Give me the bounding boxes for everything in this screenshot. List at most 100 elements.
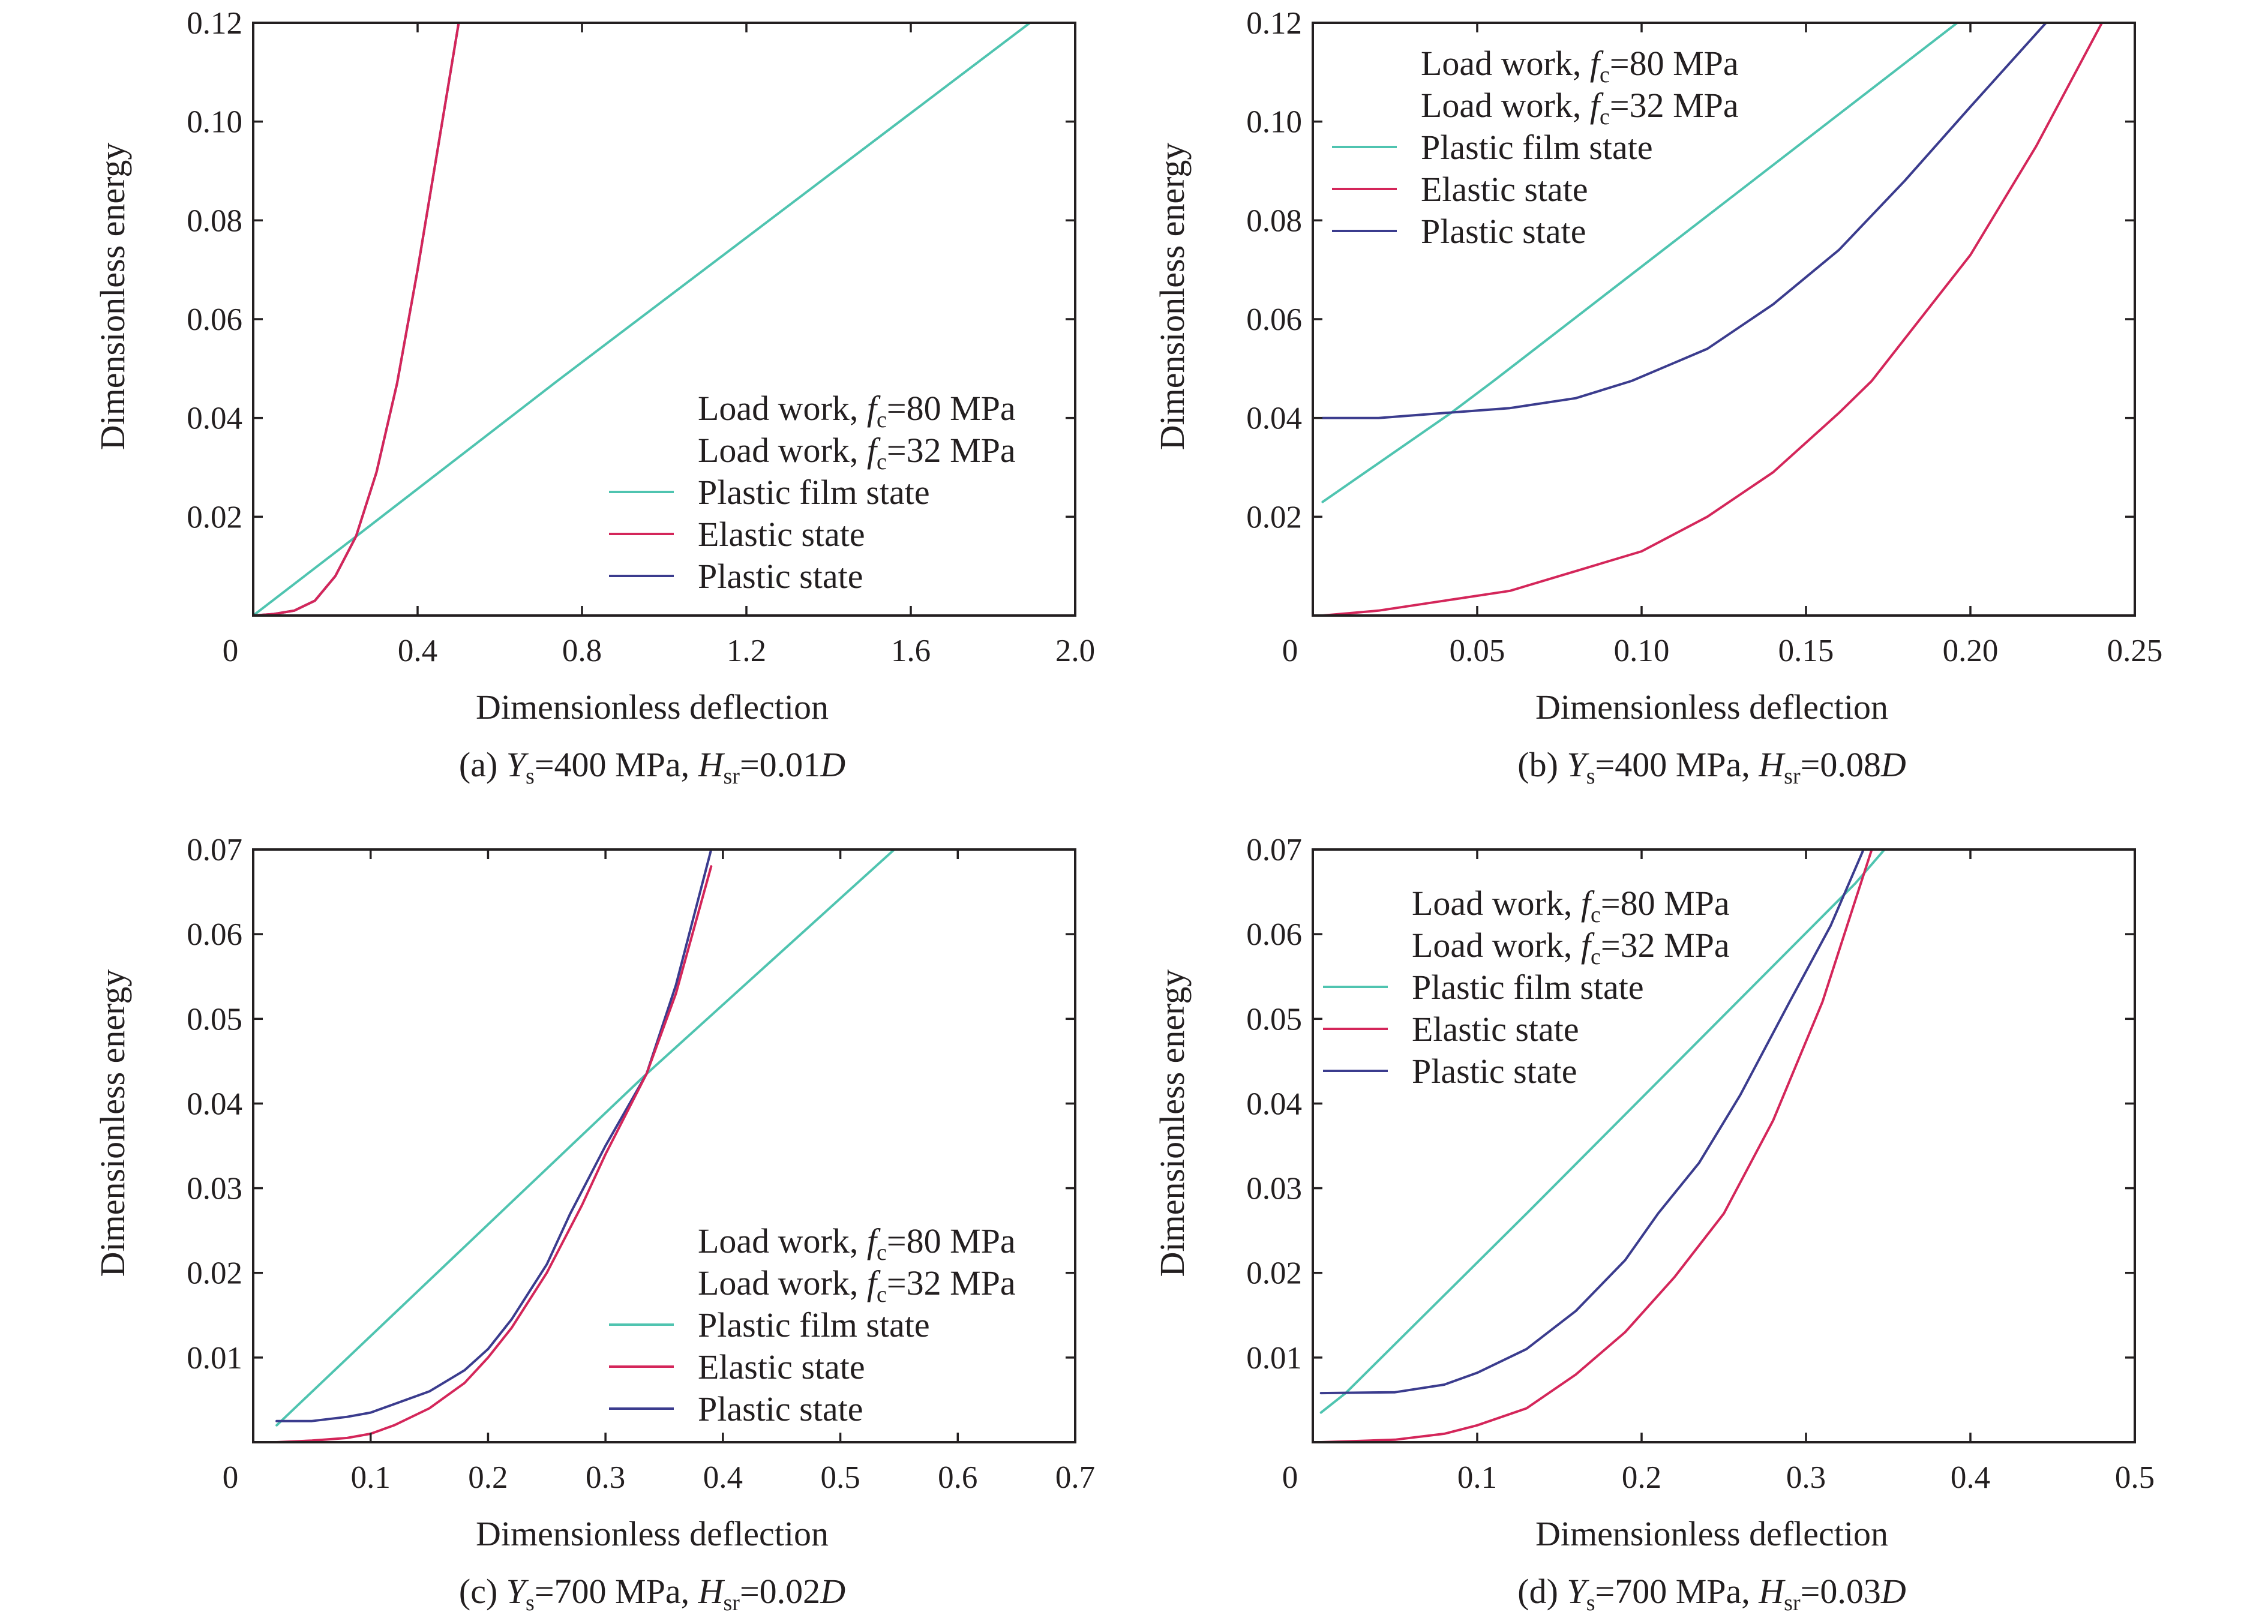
y-tick-label: 0.01 [187,1341,242,1376]
x-tick-label: 0.1 [1457,1460,1497,1495]
x-tick-label: 0.8 [562,634,602,668]
legend-label-film: Plastic film state [1421,128,1653,167]
y-tick-label: 0.06 [187,302,242,337]
x-axis-label-b: Dimensionless deflection [1535,688,1888,727]
x-tick-label: 1.2 [727,634,766,668]
x-axis-label-c: Dimensionless deflection [476,1514,829,1553]
legend-label-elastic: Elastic state [698,515,865,554]
y-tick-label: 0.04 [1246,401,1302,436]
legend-label-elastic: Elastic state [1421,170,1588,209]
x-tick-label: 0.25 [2107,634,2163,668]
series-line-elastic [253,23,460,616]
y-tick-label: 0.03 [187,1172,242,1206]
plot-area-d [1319,849,1886,1442]
series-line-elastic [1321,23,2104,616]
caption-c: (c) Ys=700 MPa, Hsr=0.02D [459,1572,845,1616]
x-axis-label-d: Dimensionless deflection [1535,1514,1888,1553]
series-line-elastic [1319,849,1873,1442]
legend-label-load32: Load work, fc=32 MPa [1421,86,1739,130]
legend-label-load80: Load work, fc=80 MPa [698,389,1016,433]
x-tick-label: 0.4 [1951,1460,1990,1495]
x-tick-label: 1.6 [891,634,931,668]
x-tick-label: 0.10 [1614,634,1670,668]
y-tick-label: 0.08 [187,203,242,238]
y-tick-label: 0.12 [187,6,242,41]
axes-frame [252,22,1076,617]
x-tick-label: 0 [1282,1460,1298,1495]
legend-label-load32: Load work, fc=32 MPa [1412,926,1730,969]
x-tick-label: 0 [223,1460,239,1495]
caption-d: (d) Ys=700 MPa, Hsr=0.03D [1517,1572,1906,1616]
legend-label-film: Plastic film state [698,1305,930,1344]
legend-label-elastic: Elastic state [698,1347,865,1386]
panel-d: 0 0.1 0.2 0.3 0.4 0.5 0.01 0.02 0.03 0.04 0.05 0.06… [1153,833,2155,1616]
x-tick-label: 0 [1282,634,1298,668]
axes-frame [252,848,1076,1443]
y-tick-label: 0.02 [1246,500,1302,535]
y-tick-label: 0.01 [1246,1341,1302,1376]
y-tick-label: 0.10 [187,105,242,140]
y-tick-label: 0.06 [1246,917,1302,952]
axes-b: 0 0.05 0.10 0.15 0.20 0.25 0.02 0.04 0.06 0.08 0.1… [1246,6,2162,668]
axes-d: 0 0.1 0.2 0.3 0.4 0.5 0.01 0.02 0.03 0.04 0.05 0.06… [1246,833,2155,1495]
y-tick-label: 0.12 [1246,6,1302,41]
plot-area-c [275,849,896,1442]
x-tick-label: 0.5 [2115,1460,2155,1495]
legend-label-plastic: Plastic state [698,1389,863,1428]
x-tick-label: 0.15 [1778,634,1834,668]
legend-label-load32: Load work, fc=32 MPa [698,1263,1016,1307]
panel-c: 0 0.1 0.2 0.3 0.4 0.5 0.6 0.7 0.01 0.02 0.03 0.04 0.… [93,833,1095,1616]
x-tick-label: 0.6 [938,1460,977,1495]
series-line-plastic [253,23,460,616]
x-tick-label: 0.3 [586,1460,625,1495]
x-tick-label: 0.5 [820,1460,860,1495]
y-tick-label: 0.02 [1246,1256,1302,1291]
plot-area-b [1321,23,2104,616]
y-tick-label: 0.06 [1246,302,1302,337]
y-tick-label: 0.04 [187,1086,242,1121]
x-tick-label: 2.0 [1055,634,1095,668]
plot-area-a [253,23,1031,616]
legend-label-film: Plastic film state [1412,968,1644,1007]
series-line-film [253,23,1031,616]
x-tick-label: 0.2 [1622,1460,1661,1495]
series-line-film [1321,23,1959,503]
y-tick-label: 0.05 [187,1002,242,1037]
series-line-plastic [1321,23,2047,419]
legend-label-plastic: Plastic state [698,557,863,596]
legend-label-load80: Load work, fc=80 MPa [698,1221,1016,1265]
x-tick-label: 0.2 [468,1460,508,1495]
legend-label-film: Plastic film state [698,473,930,512]
x-axis-label-a: Dimensionless deflection [476,688,829,727]
panel-a: 0 0.4 0.8 1.2 1.6 2.0 0.02 0.04 0.06 0.08 0.10 0.12… [93,6,1095,789]
axes-frame [1312,848,2136,1443]
legend-label-load32: Load work, fc=32 MPa [698,431,1016,475]
y-axis-label-d: Dimensionless energy [1153,969,1192,1277]
y-tick-label: 0.06 [187,917,242,952]
legend-label-load80: Load work, fc=80 MPa [1412,884,1730,927]
x-tick-label: 0 [223,634,239,668]
caption-b: (b) Ys=400 MPa, Hsr=0.08D [1517,745,1906,789]
legend-label-plastic: Plastic state [1412,1052,1577,1091]
legend-label-load80: Load work, fc=80 MPa [1421,44,1739,88]
x-tick-label: 0.1 [351,1460,391,1495]
y-tick-label: 0.05 [1246,1002,1302,1037]
y-tick-label: 0.07 [187,833,242,867]
x-tick-label: 0.7 [1055,1460,1095,1495]
series-line-plastic [275,849,713,1422]
y-axis-label-b: Dimensionless energy [1153,143,1192,451]
series-line-elastic [275,865,713,1442]
y-tick-label: 0.03 [1246,1172,1302,1206]
x-tick-label: 0.4 [703,1460,743,1495]
x-tick-label: 0.3 [1786,1460,1826,1495]
caption-a: (a) Ys=400 MPa, Hsr=0.01D [459,745,845,789]
x-tick-label: 0.05 [1450,634,1505,668]
axes-c: 0 0.1 0.2 0.3 0.4 0.5 0.6 0.7 0.01 0.02 0.03 0.04 0.… [187,833,1095,1495]
y-tick-label: 0.02 [187,500,242,535]
y-tick-label: 0.07 [1246,833,1302,867]
